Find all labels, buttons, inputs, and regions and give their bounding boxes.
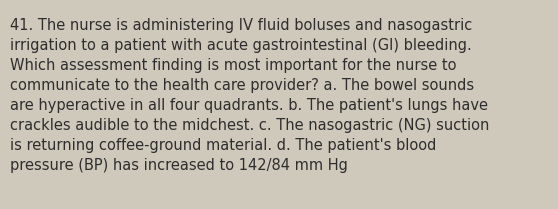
Text: 41. The nurse is administering IV fluid boluses and nasogastric
irrigation to a : 41. The nurse is administering IV fluid … [10, 18, 489, 173]
